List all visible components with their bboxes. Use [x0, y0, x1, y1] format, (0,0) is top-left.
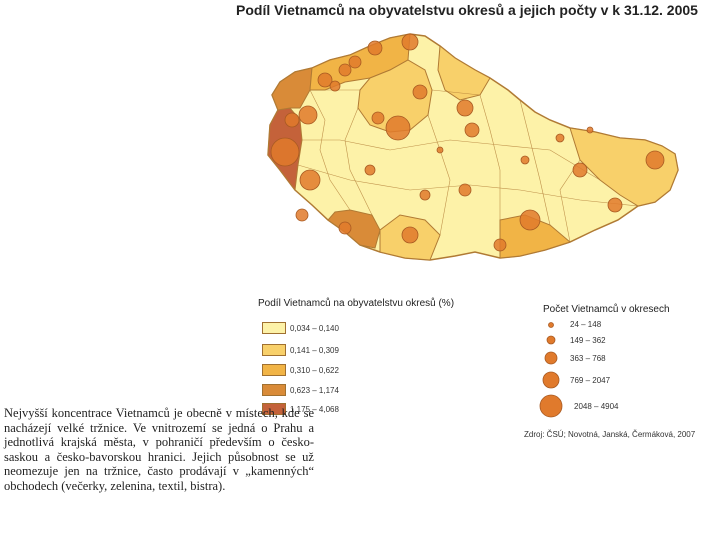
- bubble-olomouc: [572, 162, 588, 178]
- bubble-pribram: [364, 164, 376, 176]
- count-legend-circle: [542, 371, 560, 389]
- bubble-ostrava: [645, 150, 665, 170]
- share-swatch: [262, 322, 286, 334]
- share-legend-item: 0,310 – 0,622: [262, 364, 339, 376]
- vietnamese-count-bubbles: [270, 33, 665, 252]
- district-region-southwest: [327, 209, 381, 249]
- share-legend-label: 0,310 – 0,622: [290, 365, 339, 375]
- bubble-most: [329, 80, 341, 92]
- bubble-kladno: [371, 111, 385, 125]
- count-legend-circle: [544, 351, 558, 365]
- share-legend-item: 0,034 – 0,140: [262, 322, 339, 334]
- share-swatch: [262, 384, 286, 396]
- share-legend-title: Podíl Vietnamců na obyvatelstvu okresů (…: [258, 298, 455, 309]
- bubble-decin: [367, 40, 383, 56]
- bubble-praha: [385, 115, 411, 141]
- share-legend-label: 0,623 – 1,174: [290, 385, 339, 395]
- bubble-usti: [348, 55, 362, 69]
- share-legend-label: 0,034 – 0,140: [290, 323, 339, 333]
- bubble-plzen: [299, 169, 321, 191]
- bubble-kutna-hora: [436, 146, 444, 154]
- bubble-hradec-kralove: [456, 99, 474, 117]
- count-legend-circles: [539, 322, 563, 418]
- bubble-jihlava: [458, 183, 472, 197]
- bubble-jesenik: [586, 126, 594, 134]
- bubble-zlin: [607, 197, 623, 213]
- bubble-klatovy: [338, 221, 352, 235]
- share-swatch: [262, 364, 286, 376]
- map-title: Podíl Vietnamců na obyvatelstvu okresů a…: [236, 2, 698, 18]
- count-legend-label: 24 – 148: [570, 320, 602, 329]
- count-legend-label: 769 – 2047: [570, 376, 611, 385]
- bubble-domazlice: [295, 208, 309, 222]
- bubble-karlovy-vary: [298, 105, 318, 125]
- share-swatch: [262, 403, 286, 415]
- bubble-tabor: [419, 189, 431, 201]
- bubble-pardubice: [464, 122, 480, 138]
- district-region-east: [569, 127, 679, 207]
- count-legend-title: Počet Vietnamců v okresech: [543, 304, 670, 315]
- bubble-znojmo: [493, 238, 507, 252]
- source-note: Zdroj: ČSÚ; Novotná, Janská, Čermáková, …: [524, 430, 696, 439]
- caption-text: Nejvyšší koncentrace Vietnamců je obecně…: [4, 406, 314, 494]
- share-legend-item: 0,623 – 1,174: [262, 384, 339, 396]
- bubble-brno: [519, 209, 541, 231]
- bubble-svitavy: [520, 155, 530, 165]
- count-legend-circle: [539, 394, 563, 418]
- share-swatch: [262, 344, 286, 356]
- count-legend-circle: [546, 335, 556, 345]
- district-boundaries: [297, 89, 639, 243]
- share-legend-item: 1,175 – 4,068: [262, 403, 339, 415]
- bubble-liberec: [401, 33, 419, 51]
- bubble-teplice: [338, 63, 352, 77]
- count-legend-circle: [548, 322, 554, 328]
- czech-districts-map: [267, 33, 679, 261]
- share-legend-item: 0,141 – 0,309: [262, 344, 339, 356]
- count-legend-label: 149 – 362: [570, 336, 606, 345]
- count-legend-label: 2048 – 4904: [574, 402, 619, 411]
- share-legend-label: 0,141 – 0,309: [290, 345, 339, 355]
- bubble-mlada-boleslav: [412, 84, 428, 100]
- bubble-sumperk: [555, 133, 565, 143]
- bubble-sokolov: [284, 112, 300, 128]
- caption-paragraph: Nejvyšší koncentrace Vietnamců je obecně…: [4, 406, 314, 493]
- bubble-ceske-budejovice: [401, 226, 419, 244]
- count-legend-label: 363 – 768: [570, 354, 606, 363]
- bubble-cheb: [270, 137, 300, 167]
- bubble-chomutov: [317, 72, 333, 88]
- share-legend-label: 1,175 – 4,068: [290, 404, 339, 414]
